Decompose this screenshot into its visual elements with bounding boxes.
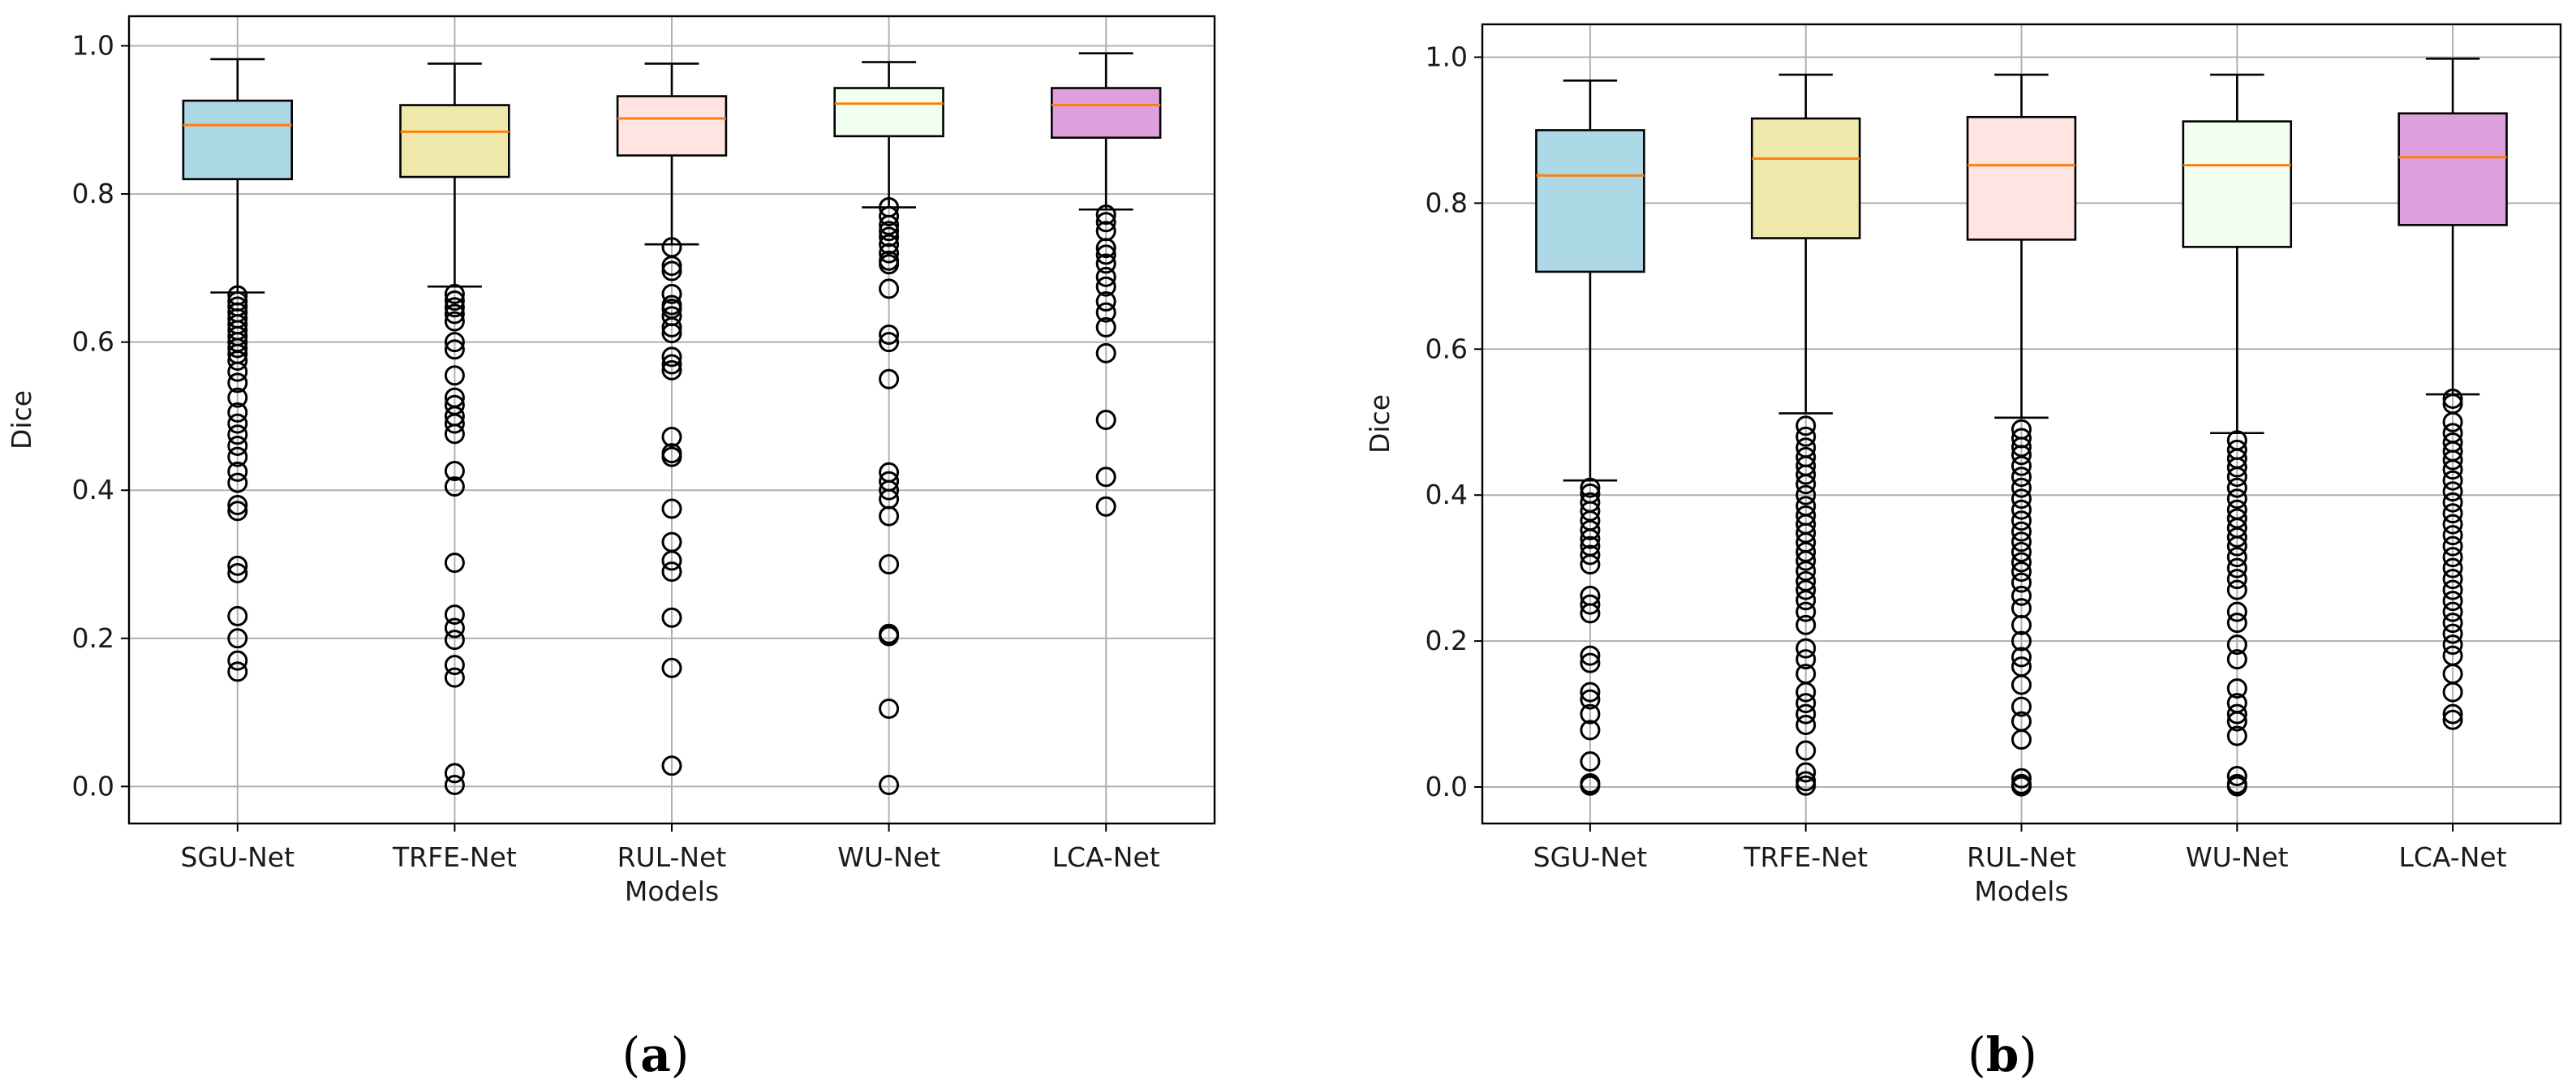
x-tick-label: RUL-Net: [617, 841, 727, 873]
x-tick-label: WU-Net: [837, 841, 940, 873]
x-tick-label: LCA-Net: [1052, 841, 1160, 873]
y-tick-label: 0.6: [1426, 333, 1468, 364]
y-tick-label: 0.8: [72, 178, 114, 209]
x-tick-label: LCA-Net: [2399, 841, 2507, 873]
box-body: [1967, 117, 2075, 239]
panel-b-chart: 0.0 0.2 0.4 0.6 0.8 1.0 SGU-Net TRFE-Net RUL-Net…: [1364, 24, 2561, 907]
panel-a-chart: 0.0 0.2 0.4 0.6 0.8 1.0 SGU-Net TRFE-Net RUL-Net…: [6, 16, 1215, 907]
y-tick-label: 0.6: [72, 326, 114, 358]
y-tick-label: 0.2: [72, 622, 114, 654]
x-axis-label: Models: [1974, 875, 2068, 907]
y-tick-label: 0.0: [72, 770, 114, 802]
box-body: [1752, 118, 1860, 239]
box-body: [835, 88, 944, 136]
y-tick-label: 0.4: [72, 474, 114, 505]
box-body: [1536, 130, 1644, 272]
y-tick-label: 1.0: [72, 30, 114, 62]
panel-b-label-letter: b: [1986, 1027, 2019, 1082]
x-tick-label: SGU-Net: [1533, 841, 1648, 873]
panel-a-label-letter: a: [640, 1027, 671, 1082]
y-tick-label: 1.0: [1426, 41, 1468, 72]
y-tick-label: 0.2: [1426, 625, 1468, 656]
box-body: [183, 101, 292, 179]
x-tick-label: RUL-Net: [1967, 841, 2076, 873]
panel-b-label: (b): [1967, 1027, 2037, 1082]
x-tick-label: WU-Net: [2186, 841, 2289, 873]
box-body: [2399, 114, 2507, 226]
x-tick-label: TRFE-Net: [1743, 841, 1868, 873]
x-axis-label: Models: [625, 875, 719, 907]
box-body: [2183, 122, 2291, 247]
y-tick-label: 0.8: [1426, 187, 1468, 218]
y-tick-label: 0.4: [1426, 479, 1468, 510]
y-tick-label: 0.0: [1426, 771, 1468, 802]
y-axis-label: Dice: [1364, 394, 1396, 454]
box-body: [617, 97, 726, 156]
panel-a-label: (a): [622, 1027, 690, 1082]
x-tick-label: TRFE-Net: [392, 841, 517, 873]
figure: 0.0 0.2 0.4 0.6 0.8 1.0 SGU-Net TRFE-Net RUL-Net…: [0, 0, 2576, 1088]
x-tick-label: SGU-Net: [181, 841, 295, 873]
box-body: [1051, 88, 1160, 138]
box-body: [401, 105, 510, 178]
y-axis-label: Dice: [6, 390, 37, 449]
